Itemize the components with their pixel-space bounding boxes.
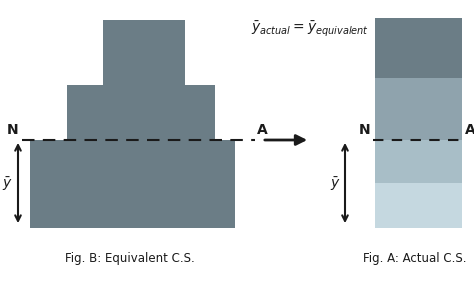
Text: $\bar{y}$: $\bar{y}$: [2, 175, 13, 193]
Text: Fig. B: Equivalent C.S.: Fig. B: Equivalent C.S.: [65, 252, 195, 265]
Bar: [375, 18, 462, 78]
Bar: [375, 78, 462, 140]
Text: A: A: [257, 123, 268, 137]
Text: N: N: [6, 123, 18, 137]
Bar: [103, 20, 185, 87]
Text: Fig. A: Actual C.S.: Fig. A: Actual C.S.: [363, 252, 467, 265]
Text: A: A: [465, 123, 474, 137]
Text: N: N: [358, 123, 370, 137]
Bar: [67, 85, 215, 140]
Bar: [375, 183, 462, 228]
Text: $\bar{y}$: $\bar{y}$: [330, 175, 341, 193]
Text: $\bar{y}_{actual} = \bar{y}_{equivalent}$: $\bar{y}_{actual} = \bar{y}_{equivalent}…: [251, 20, 369, 39]
Bar: [375, 140, 462, 183]
Bar: [30, 140, 235, 228]
